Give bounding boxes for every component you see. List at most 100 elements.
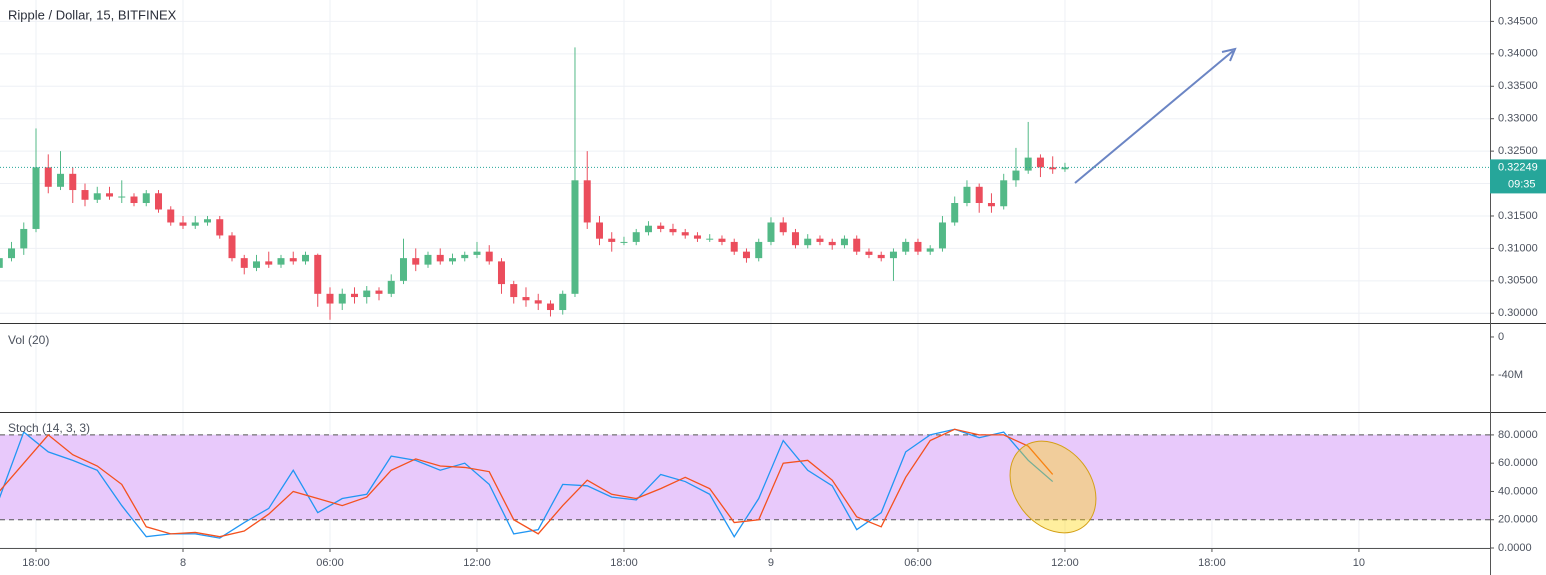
candle-body (755, 241, 763, 259)
candle-body (951, 203, 959, 223)
trend-arrow (1074, 50, 1234, 184)
candle-body (1024, 157, 1032, 171)
candle-body (314, 254, 322, 294)
candle-body (387, 280, 395, 294)
stoch-title: Stoch (14, 3, 3) (8, 421, 90, 435)
candle-body (301, 254, 309, 262)
candle-body (326, 293, 334, 304)
stoch-band (0, 434, 1490, 520)
chart-title: Ripple / Dollar, 15, BITFINEX (8, 7, 177, 22)
candle-body (399, 258, 407, 281)
candle-body (265, 261, 273, 265)
candle-body (926, 248, 934, 252)
last-price-label: 0.32249 (1498, 161, 1538, 173)
x-tick-label: 18:00 (22, 557, 50, 569)
candle-body (571, 180, 579, 294)
candle-body (644, 225, 652, 233)
candle-body (32, 167, 40, 229)
candle-body (350, 293, 358, 298)
candle-body (130, 196, 138, 204)
candle-body (730, 241, 738, 252)
candle-body (534, 300, 542, 304)
candle-body (840, 238, 848, 246)
candle-body (473, 251, 481, 255)
candle-body (742, 251, 750, 259)
y-tick-label: 0.33500 (1498, 80, 1538, 92)
x-tick-label: 18:00 (1198, 557, 1226, 569)
marks-layer (0, 47, 1490, 539)
candle-body (338, 293, 346, 304)
candle-body (657, 225, 665, 229)
candle-body (938, 222, 946, 249)
candle-body (608, 238, 616, 242)
candle-body (791, 232, 799, 246)
y-tick-label: 40.0000 (1498, 485, 1538, 497)
candle-body (1000, 180, 1008, 207)
candle-body (522, 297, 530, 301)
candle-body (191, 222, 199, 226)
candle-body (8, 248, 16, 259)
candle-body (583, 180, 591, 223)
candle-body (595, 222, 603, 239)
y-tick-label: 20.0000 (1498, 514, 1538, 526)
x-tick-label: 18:00 (610, 557, 638, 569)
candle-body (69, 173, 77, 191)
grid-layer (0, 0, 1490, 549)
candle-body (436, 254, 444, 262)
y-tick-label: 0.34000 (1498, 48, 1538, 60)
candle-body (963, 186, 971, 204)
candle-body (20, 228, 28, 249)
y-tick-label: 0.31000 (1498, 242, 1538, 254)
candle-body (240, 258, 248, 268)
candle-body (816, 238, 824, 242)
candle-body (1061, 167, 1069, 170)
candle-body (767, 222, 775, 242)
candle-body (681, 232, 689, 236)
candle-body (632, 232, 640, 242)
candle-body (828, 241, 836, 246)
candle-body (252, 261, 260, 268)
candle-body (693, 235, 701, 239)
candle-body (1049, 167, 1057, 170)
highlight-ellipse (1009, 440, 1097, 534)
candle-body (546, 303, 554, 311)
candle-body (865, 251, 873, 255)
candle-body (706, 238, 714, 240)
candle-body (424, 254, 432, 265)
candle-body (889, 251, 897, 259)
candle-body (412, 258, 420, 265)
y-tick-label: 0.30500 (1498, 275, 1538, 287)
candle-body (975, 186, 983, 204)
y-tick-label: 0.34500 (1498, 15, 1538, 27)
candle-body (914, 241, 922, 252)
y-tick-label: 80.0000 (1498, 429, 1538, 441)
candle-body (0, 258, 3, 268)
candle-body (106, 193, 114, 197)
x-tick-label: 9 (768, 557, 774, 569)
x-tick-label: 10 (1353, 557, 1365, 569)
candle-body (179, 222, 187, 226)
candle-body (853, 238, 861, 252)
candle-body (718, 238, 726, 242)
candle-body (155, 193, 163, 210)
candle-body (902, 241, 910, 252)
x-tick-label: 8 (180, 557, 186, 569)
candle-body (142, 193, 150, 204)
x-tick-label: 06:00 (904, 557, 932, 569)
candle-body (497, 261, 505, 285)
candle-body (81, 190, 89, 200)
volume-title: Vol (20) (8, 333, 49, 347)
y-tick-label: 0 (1498, 331, 1504, 343)
x-tick-label: 12:00 (1051, 557, 1079, 569)
candle-body (448, 258, 456, 262)
y-tick-label: 0.31500 (1498, 210, 1538, 222)
y-tick-label: -40M (1498, 369, 1523, 381)
candle-body (363, 290, 371, 298)
candle-body (289, 258, 297, 262)
arrow-head (1221, 47, 1237, 62)
x-tick-label: 06:00 (316, 557, 344, 569)
candle-body (375, 290, 383, 294)
candle-body (669, 228, 677, 233)
last-price-tag (1490, 159, 1546, 194)
